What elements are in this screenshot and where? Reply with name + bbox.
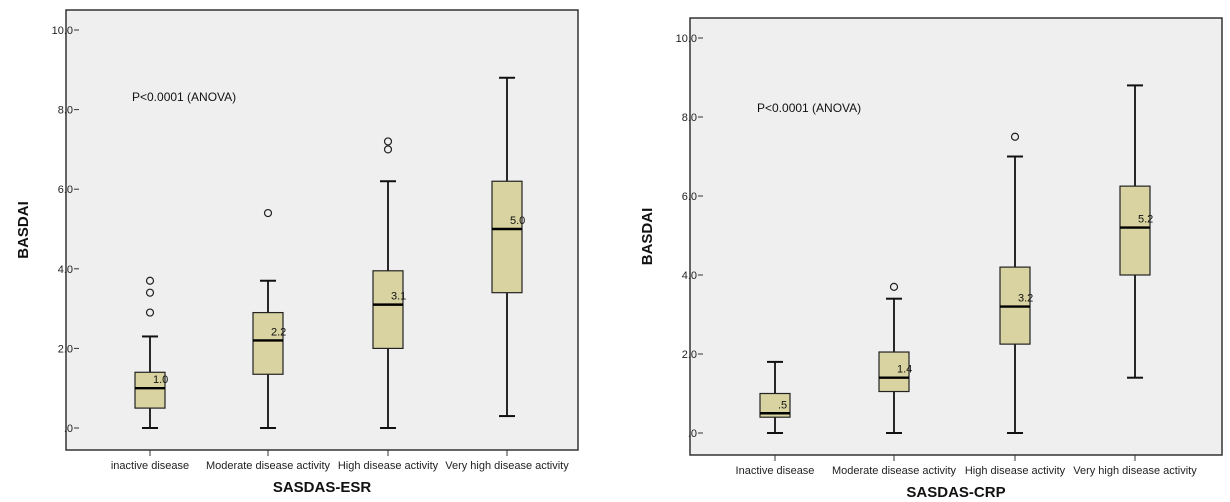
y-tick-label: 4.0 — [58, 264, 73, 276]
y-tick-label: .0 — [64, 423, 73, 435]
median-label: 5.0 — [510, 215, 525, 227]
y-tick-label: .0 — [688, 428, 697, 440]
y-tick-label: 6.0 — [58, 184, 73, 196]
y-axis-label: BASDAI — [15, 201, 32, 259]
box — [491, 180, 523, 294]
median-label: 5.2 — [1138, 214, 1153, 226]
median-label: 1.4 — [897, 364, 912, 376]
outlier-point — [383, 137, 393, 146]
outlier-point — [145, 288, 155, 297]
anova-annotation: P<0.0001 (ANOVA) — [132, 90, 236, 104]
x-axis-label: SASDAS-ESR — [273, 479, 372, 496]
x-tick-label: Moderate disease activity — [206, 460, 331, 472]
outlier-point — [145, 276, 155, 285]
x-axis-label: SASDAS-CRP — [906, 484, 1005, 501]
box — [252, 311, 284, 375]
y-tick-label: 8.0 — [58, 105, 73, 117]
median-label: 3.1 — [391, 291, 406, 303]
y-tick-label: 6.0 — [682, 191, 697, 203]
outlier-point — [263, 208, 273, 218]
x-tick-label: Inactive disease — [736, 465, 815, 477]
outlier-point — [383, 145, 393, 154]
y-tick-label: 10.0 — [676, 33, 697, 45]
box — [1119, 185, 1151, 276]
x-tick-label: Very high disease activity — [1073, 465, 1197, 477]
y-tick-label: 8.0 — [682, 112, 697, 124]
median-label: 2.2 — [271, 326, 286, 338]
outlier-point — [889, 282, 899, 291]
median-label: 3.2 — [1018, 293, 1033, 305]
x-tick-label: Very high disease activity — [445, 460, 569, 472]
x-tick-label: High disease activity — [338, 460, 439, 472]
outlier-point — [145, 308, 155, 317]
x-tick-label: inactive disease — [111, 460, 189, 472]
box — [134, 371, 166, 409]
y-tick-label: 4.0 — [682, 270, 697, 282]
y-axis-label: BASDAI — [639, 208, 656, 266]
x-tick-label: Moderate disease activity — [832, 465, 957, 477]
anova-annotation: P<0.0001 (ANOVA) — [757, 101, 861, 115]
box — [878, 351, 910, 393]
outlier-point — [1010, 132, 1020, 141]
x-tick-label: High disease activity — [965, 465, 1066, 477]
box — [759, 392, 791, 418]
box — [372, 270, 404, 350]
y-tick-label: 2.0 — [682, 349, 697, 361]
y-tick-label: 10.0 — [52, 25, 73, 37]
y-tick-label: 2.0 — [58, 343, 73, 355]
median-label: 1.0 — [153, 374, 168, 386]
median-label: .5 — [778, 399, 787, 411]
